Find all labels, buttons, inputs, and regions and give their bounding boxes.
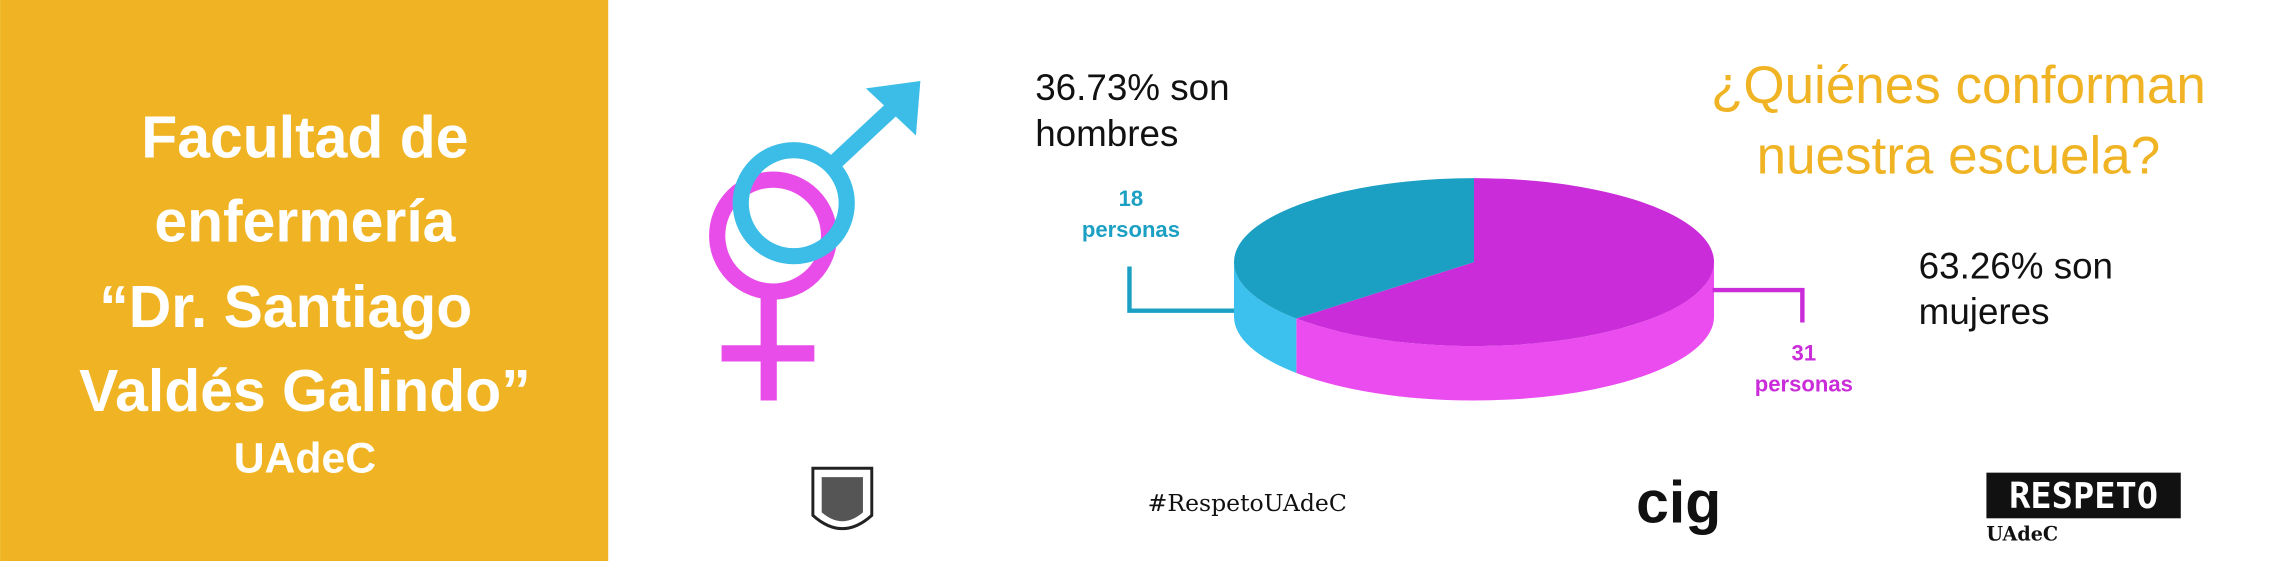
annotation: mujeres (1919, 291, 2050, 332)
title-line: enfermería (154, 189, 456, 254)
pie-side (1296, 262, 1715, 401)
annotation: 63.26% son (1919, 245, 2113, 286)
gender-icon (709, 80, 921, 401)
pie-side (1234, 262, 1297, 374)
male-circle (732, 142, 855, 265)
title-line: “Dr. Santiago (99, 275, 472, 340)
data-label: personas (1755, 372, 1853, 397)
pie-slice (1296, 178, 1715, 347)
subtitle: UAdeC (234, 435, 376, 483)
side-panel (0, 0, 609, 561)
male-arrow (826, 97, 904, 171)
respeto-logo: RESPETO (2009, 476, 2158, 517)
title-line: Facultad de (141, 106, 468, 171)
respeto-sub: UAdeC (1986, 522, 2058, 545)
respeto-box (1986, 472, 2181, 519)
title-line: Valdés Galindo” (79, 359, 531, 424)
cig-logo: cig (1636, 471, 1721, 536)
heading-line: ¿Quiénes conforman (1711, 56, 2206, 115)
leader-line (1712, 287, 1805, 323)
uadec-seal (811, 466, 874, 530)
data-label: 18 (1119, 186, 1144, 211)
annotation: 36.73% son (1035, 67, 1229, 108)
pie-slice (1234, 178, 1475, 319)
data-label: 31 (1792, 341, 1817, 366)
hashtag: #RespetoUAdeC (1148, 489, 1347, 517)
male-arrow-head (865, 80, 921, 136)
data-label: personas (1082, 217, 1180, 242)
seal-inner (821, 477, 863, 522)
heading-line: nuestra escuela? (1757, 127, 2161, 186)
pie-chart: 18 personas 31 personas (1082, 178, 1853, 401)
annotation: hombres (1035, 113, 1178, 154)
leader-line (1127, 266, 1234, 313)
